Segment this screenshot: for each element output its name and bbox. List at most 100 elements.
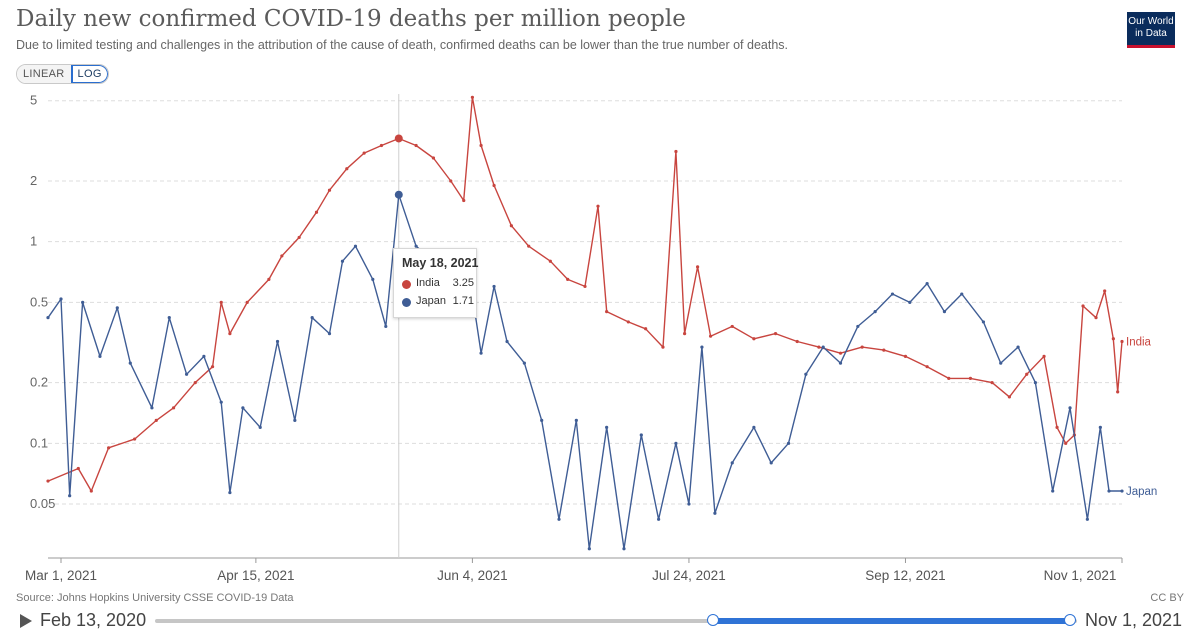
data-point-japan <box>492 284 496 289</box>
timeline-end-handle[interactable] <box>1064 614 1076 626</box>
data-point-japan <box>925 281 929 286</box>
data-point-japan <box>639 433 643 437</box>
data-point-japan <box>327 332 332 336</box>
y-tick-label: 1 <box>30 234 37 249</box>
data-point-japan <box>414 244 418 248</box>
series-line-japan <box>47 193 1122 550</box>
data-point-japan <box>838 361 843 365</box>
linear-scale-button[interactable]: LINEAR <box>17 65 71 83</box>
data-point-japan <box>219 400 223 404</box>
data-point-japan <box>890 292 895 296</box>
data-point-japan <box>59 297 63 301</box>
data-point-japan <box>821 345 825 349</box>
timeline-selected-range[interactable] <box>713 618 1070 624</box>
data-point-japan <box>1098 425 1102 429</box>
data-point-japan <box>1016 345 1020 349</box>
tooltip-series-name: India <box>416 277 440 289</box>
data-point-india <box>470 95 475 99</box>
data-point-india <box>1111 337 1115 341</box>
data-point-india <box>210 365 215 369</box>
data-point-japan <box>275 339 280 344</box>
data-point-japan <box>310 316 314 320</box>
data-point-india <box>171 406 176 410</box>
data-point-india <box>462 198 466 203</box>
data-point-india <box>1042 354 1046 358</box>
data-point-japan <box>769 461 773 465</box>
data-point-india <box>968 376 973 380</box>
data-point-japan <box>46 316 50 320</box>
tooltip-date: May 18, 2021 <box>402 256 479 270</box>
tooltip-series-name: Japan <box>416 295 446 307</box>
data-point-india <box>1116 390 1120 394</box>
data-point-india <box>1064 441 1068 445</box>
timeline-start-label[interactable]: Feb 13, 2020 <box>40 610 147 630</box>
data-point-japan <box>1051 489 1055 493</box>
data-point-india <box>605 310 609 314</box>
data-point-india <box>267 277 271 282</box>
data-point-india <box>596 204 600 208</box>
x-tick-label: Mar 1, 2021 <box>25 568 97 583</box>
data-point-india <box>838 351 843 355</box>
license-text[interactable]: CC BY <box>1150 592 1184 604</box>
tooltip-row-india: India 3.25 <box>402 277 474 293</box>
data-point-india <box>492 183 496 188</box>
data-point-india <box>107 446 111 450</box>
data-point-japan <box>786 441 791 445</box>
data-point-japan <box>228 490 232 495</box>
data-point-japan <box>960 292 964 296</box>
data-point-india <box>730 324 734 329</box>
timeline-start-handle[interactable] <box>707 614 719 626</box>
data-point-japan <box>150 406 154 410</box>
data-point-japan <box>384 324 388 329</box>
data-point-india <box>431 156 436 160</box>
data-point-india <box>626 320 630 324</box>
data-point-japan <box>713 511 717 515</box>
series-end-label: Japan <box>1126 486 1157 498</box>
data-point-india <box>674 149 678 154</box>
data-point-india <box>683 332 687 336</box>
line-chart[interactable]: 0.05 0.1 0.2 0.5 1 2 5 Mar 1, 2021 Apr 15, 2021 J… <box>0 88 1200 588</box>
tooltip-row-japan: Japan 1.71 <box>402 295 474 311</box>
x-tick-label: Jul 24, 2021 <box>652 568 726 583</box>
logo-line-1: Our World <box>1128 16 1174 27</box>
data-point-japan <box>1085 517 1089 521</box>
scale-toggle: LINEAR LOG <box>16 64 109 84</box>
log-scale-button[interactable]: LOG <box>70 65 108 83</box>
source-text[interactable]: Source: Johns Hopkins University CSSE CO… <box>16 592 294 604</box>
data-point-india <box>882 348 886 352</box>
data-point-japan <box>856 324 860 329</box>
x-tick-label: Apr 15, 2021 <box>217 568 294 583</box>
y-tick-label: 2 <box>30 173 37 188</box>
chart-title: Daily new confirmed COVID-19 deaths per … <box>16 6 686 32</box>
y-tick-label: 0.5 <box>30 294 48 309</box>
y-tick-label: 0.05 <box>30 496 55 511</box>
data-point-japan <box>202 354 206 358</box>
x-tick-label: Nov 1, 2021 <box>1044 568 1117 583</box>
data-point-india <box>925 365 929 369</box>
timeline-end-label[interactable]: Nov 1, 2021 <box>1085 610 1183 630</box>
data-point-india <box>345 167 349 171</box>
data-point-japan <box>700 345 704 349</box>
hover-tooltip: May 18, 2021 India 3.25 Japan 1.71 <box>393 248 479 318</box>
data-point-india <box>903 354 908 358</box>
data-point-india <box>280 254 284 258</box>
data-point-japan <box>605 425 609 429</box>
data-point-japan <box>730 461 734 465</box>
data-point-japan <box>674 441 678 445</box>
data-point-japan <box>804 372 808 376</box>
data-point-japan <box>68 494 72 498</box>
y-tick-label: 0.1 <box>30 435 48 450</box>
data-point-japan <box>293 418 297 422</box>
owid-logo[interactable]: Our World in Data <box>1127 12 1175 48</box>
data-point-india <box>695 265 700 269</box>
data-point-india <box>661 345 665 349</box>
data-point-india <box>414 143 418 148</box>
data-point-india <box>479 143 483 148</box>
data-point-india <box>773 332 778 336</box>
data-point-india <box>1025 372 1029 376</box>
data-point-japan <box>1033 381 1037 385</box>
play-icon[interactable] <box>20 614 32 628</box>
timeline-track[interactable] <box>155 619 1077 623</box>
data-point-japan <box>371 277 375 282</box>
india-legend-dot <box>402 280 411 289</box>
